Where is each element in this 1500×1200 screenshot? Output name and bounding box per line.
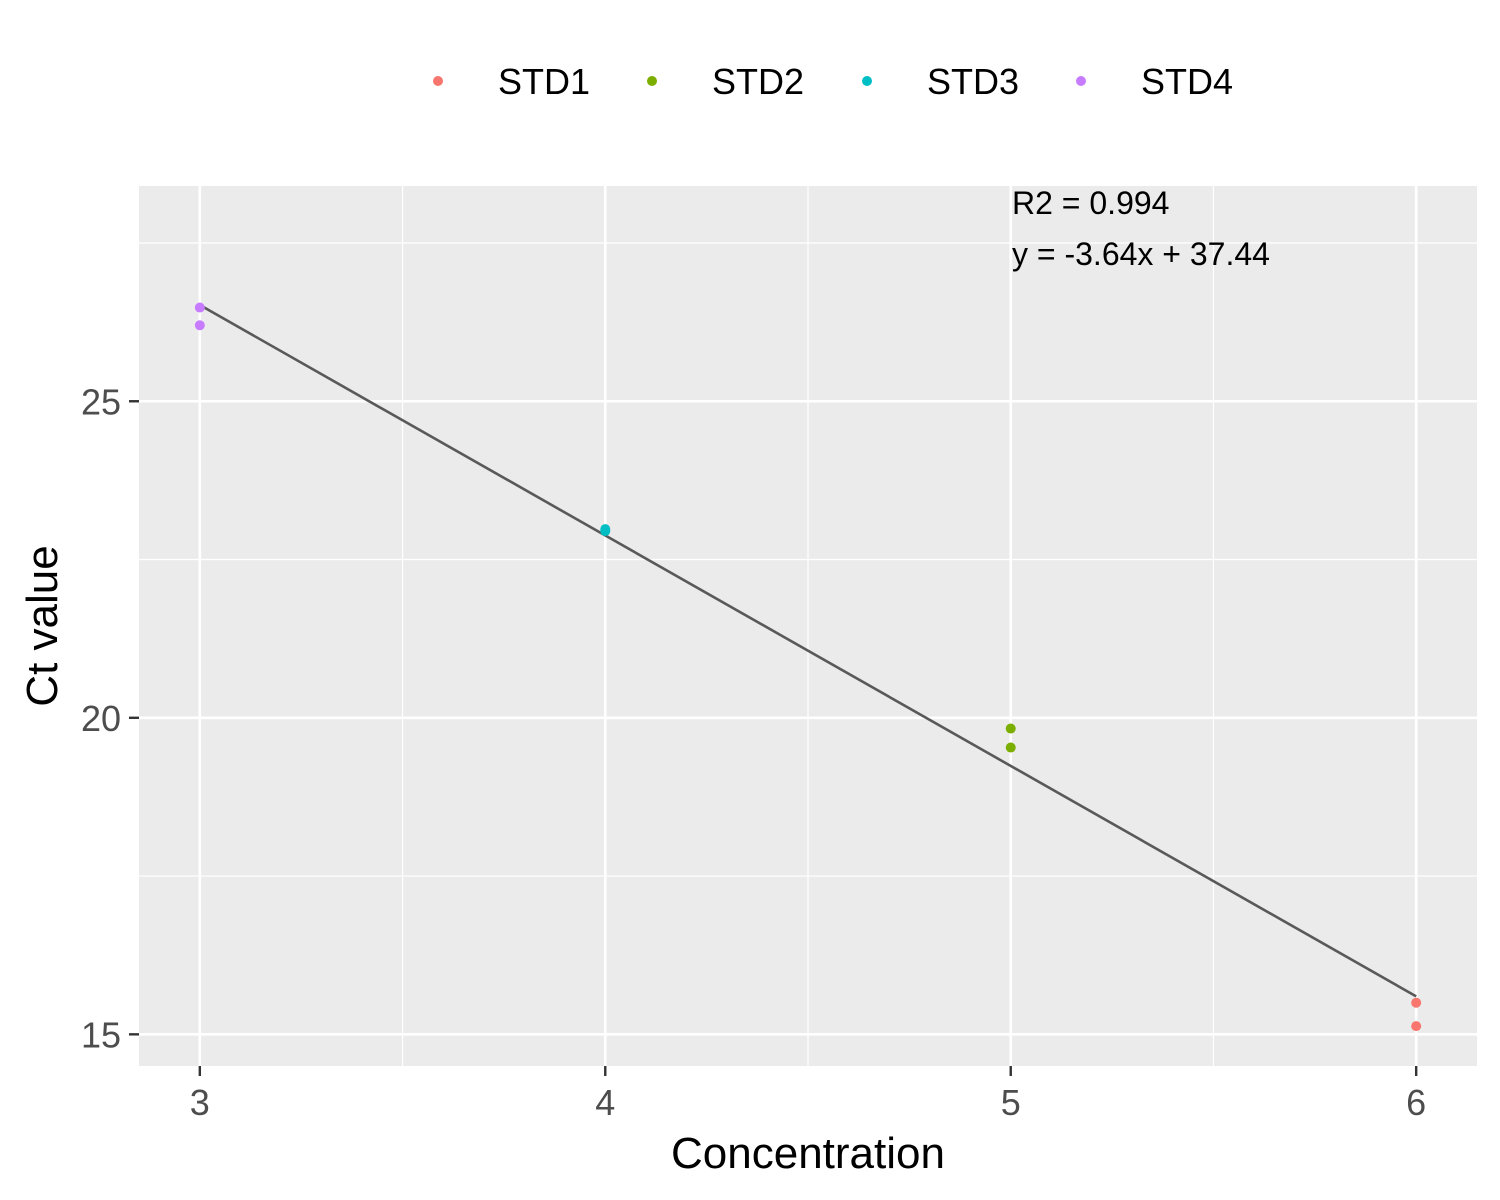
x-tick-label: 4 [595,1082,615,1123]
point-std2 [1005,723,1016,734]
legend-item-std1: STD1 [433,61,590,102]
point-std2 [1005,742,1016,753]
regression-line [199,303,1417,998]
r2-annotation: R2 = 0.994 [1012,185,1169,221]
legend-key [862,76,872,86]
legend-label: STD4 [1141,61,1233,102]
equation-annotation: y = -3.64x + 37.44 [1012,236,1270,272]
annotations: R2 = 0.994 y = -3.64x + 37.44 [1012,185,1270,272]
legend-key [433,76,443,86]
x-tick-label: 3 [190,1082,210,1123]
point-std3 [600,526,611,537]
y-tick-label: 20 [81,698,121,739]
y-tick-label: 25 [81,381,121,422]
legend-key [647,76,657,86]
y-axis-title: Ct value [18,545,67,706]
x-axis-title: Concentration [671,1129,945,1178]
point-std4 [194,302,205,313]
legend-item-std3: STD3 [862,61,1019,102]
grid-minor [139,186,1477,1066]
x-tick-label: 5 [1001,1082,1021,1123]
regression [199,303,1417,998]
y-tick-label: 15 [81,1014,121,1055]
legend-key [1076,76,1086,86]
data-points [194,302,1422,1032]
point-std1 [1411,1021,1422,1032]
grid-major [139,186,1477,1066]
legend-label: STD1 [498,61,590,102]
x-tick-label: 6 [1406,1082,1426,1123]
axes: 3 4 5 6 15 20 25 [81,381,1426,1123]
legend-label: STD2 [712,61,804,102]
point-std1 [1411,997,1422,1008]
legend-label: STD3 [927,61,1019,102]
point-std4 [194,320,205,331]
legend-item-std2: STD2 [647,61,804,102]
legend-item-std4: STD4 [1076,61,1233,102]
legend: STD1 STD2 STD3 STD4 [433,61,1233,102]
